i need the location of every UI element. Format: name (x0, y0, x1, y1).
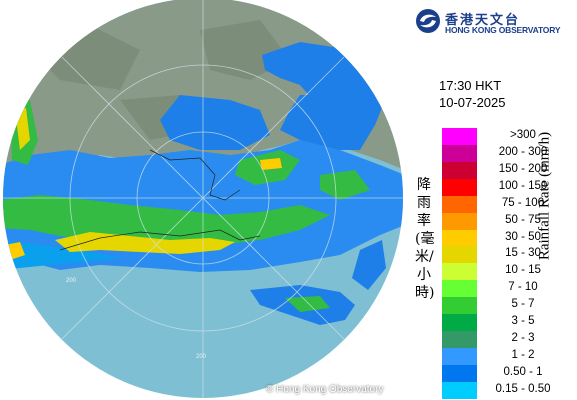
legend-swatch (442, 229, 477, 247)
legend-swatch (442, 263, 477, 281)
legend-range-label: 50 - 75 (505, 213, 541, 226)
legend-range-label: 0.15 - 0.50 (495, 382, 551, 395)
legend-range-label: 200 - 300 (498, 145, 548, 158)
legend-row: 10 - 15 (439, 263, 569, 281)
legend-swatch (442, 347, 477, 365)
legend-swatch (442, 128, 477, 145)
legend-swatch (442, 280, 477, 298)
legend-panel: 香港天文台 HONG KONG OBSERVATORY 17:30 HKT 10… (405, 0, 577, 400)
org-name-zh: 香港天文台 (445, 12, 521, 27)
legend-range-label: 150 - 200 (498, 162, 548, 175)
hko-logo-icon (416, 9, 440, 33)
legend-row: 0.15 - 0.50 (439, 381, 569, 399)
legend-row: >300 (439, 128, 569, 145)
legend-row: 7 - 10 (439, 280, 569, 298)
legend-swatch (442, 364, 477, 382)
legend-swatch (442, 144, 477, 162)
legend-row: 15 - 30 (439, 246, 569, 264)
legend-range-label: 0.50 - 1 (503, 365, 543, 378)
legend-row: 2 - 3 (439, 331, 569, 348)
legend-swatch (442, 178, 477, 196)
legend-row: 30 - 50 (439, 229, 569, 247)
legend-swatch (442, 246, 477, 264)
legend-swatch (442, 381, 477, 399)
radar-date: 10-07-2025 (439, 95, 506, 110)
radar-map: 200 200 © Hong Kong Observatory (3, 0, 403, 398)
legend-range-label: 10 - 15 (505, 264, 541, 277)
legend-range-label: >300 (510, 129, 536, 141)
legend-range-label: 5 - 7 (511, 298, 535, 311)
legend-range-label: 3 - 5 (511, 315, 535, 328)
org-name-en: HONG KONG OBSERVATORY (445, 25, 561, 35)
legend-title-en: Rainfall Rate (mm/h) (536, 131, 553, 261)
legend-range-label: 7 - 10 (508, 281, 538, 294)
legend-range-label: 1 - 2 (511, 348, 535, 361)
legend-row: 50 - 75 (439, 212, 569, 230)
legend-row: 75 - 100 (439, 195, 569, 213)
legend-row: 150 - 200 (439, 161, 569, 179)
radar-image: 200 200 (3, 0, 403, 398)
legend-row: 0.50 - 1 (439, 364, 569, 382)
legend-range-label: 30 - 50 (505, 230, 541, 243)
legend-range-label: 100 - 150 (498, 179, 548, 192)
radar-time: 17:30 HKT (439, 78, 502, 93)
legend-row: 100 - 150 (439, 178, 569, 196)
copyright-text: © Hong Kong Observatory (266, 384, 384, 395)
legend-row: 5 - 7 (439, 297, 569, 315)
heavy-rain-core (55, 232, 235, 254)
legend-row: 200 - 300 (439, 144, 569, 162)
hko-logo: 香港天文台 HONG KONG OBSERVATORY (415, 8, 575, 36)
legend-row: 3 - 5 (439, 314, 569, 332)
legend-swatch (442, 297, 477, 315)
range-rings (3, 0, 403, 398)
legend-range-label: 2 - 3 (511, 332, 535, 345)
legend-range-label: 75 - 100 (501, 196, 545, 209)
legend-swatch (442, 331, 477, 348)
legend-swatch (442, 314, 477, 332)
range-ring-label: 200 (196, 354, 207, 360)
rainfall-legend: >300 200 - 300 150 - 200 100 - 150 75 - 100 5… (439, 128, 569, 399)
range-ring-label: 200 (66, 278, 77, 284)
legend-swatch (442, 212, 477, 230)
legend-title-zh: 降雨率(毫米/小時) (415, 177, 435, 301)
legend-swatch (442, 161, 477, 179)
legend-range-label: 15 - 30 (505, 247, 541, 260)
legend-row: 1 - 2 (439, 347, 569, 365)
legend-swatch (442, 195, 477, 213)
